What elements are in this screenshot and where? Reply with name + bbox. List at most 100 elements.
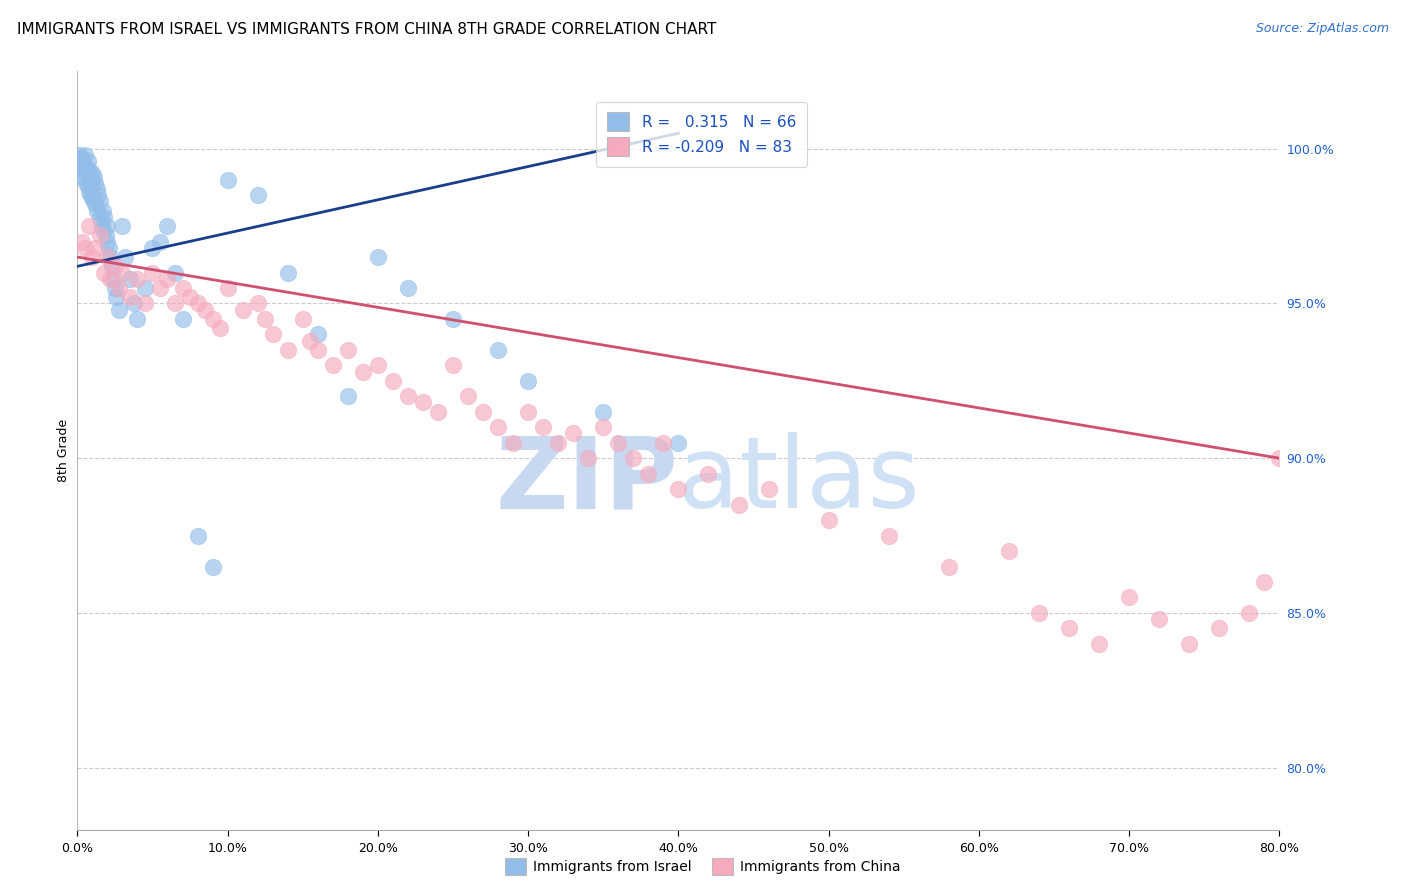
Point — [217, 172, 239, 186]
Point — [118, 271, 141, 285]
Point — [172, 281, 194, 295]
Point — [94, 228, 117, 243]
Point — [186, 296, 209, 310]
Point — [118, 290, 141, 304]
Point — [100, 250, 122, 264]
Point — [79, 219, 101, 233]
Point — [336, 343, 359, 357]
Point — [72, 157, 94, 171]
Point — [336, 389, 359, 403]
Point — [70, 151, 93, 165]
Point — [90, 216, 112, 230]
Point — [141, 266, 163, 280]
Point — [111, 266, 134, 280]
Point — [472, 405, 495, 419]
Point — [104, 260, 127, 274]
Point — [179, 290, 201, 304]
Point — [277, 343, 299, 357]
Point — [84, 241, 107, 255]
Point — [817, 513, 839, 527]
Point — [307, 343, 329, 357]
Point — [592, 420, 614, 434]
Point — [1118, 591, 1140, 605]
Point — [502, 435, 524, 450]
Point — [93, 210, 115, 224]
Point — [517, 374, 540, 388]
Point — [80, 188, 103, 202]
Point — [67, 148, 90, 162]
Point — [76, 154, 98, 169]
Point — [307, 327, 329, 342]
Point — [163, 296, 186, 310]
Point — [1028, 606, 1050, 620]
Point — [367, 359, 389, 373]
Point — [96, 250, 118, 264]
Point — [531, 420, 554, 434]
Point — [998, 544, 1021, 558]
Legend: Immigrants from Israel, Immigrants from China: Immigrants from Israel, Immigrants from … — [499, 853, 907, 880]
Point — [427, 405, 450, 419]
Point — [72, 169, 94, 184]
Point — [87, 188, 110, 202]
Point — [82, 166, 104, 180]
Point — [262, 327, 284, 342]
Point — [93, 266, 115, 280]
Legend: R =   0.315   N = 66, R = -0.209   N = 83: R = 0.315 N = 66, R = -0.209 N = 83 — [596, 102, 807, 167]
Point — [108, 281, 131, 295]
Point — [217, 281, 239, 295]
Point — [457, 389, 479, 403]
Point — [84, 176, 107, 190]
Point — [246, 296, 269, 310]
Point — [76, 178, 98, 193]
Point — [277, 266, 299, 280]
Point — [668, 435, 690, 450]
Point — [291, 312, 314, 326]
Point — [486, 420, 509, 434]
Point — [621, 451, 644, 466]
Point — [396, 281, 419, 295]
Point — [517, 405, 540, 419]
Point — [149, 235, 172, 249]
Point — [73, 166, 96, 180]
Point — [172, 312, 194, 326]
Point — [668, 482, 690, 496]
Point — [69, 157, 91, 171]
Point — [79, 163, 101, 178]
Point — [70, 235, 93, 249]
Point — [727, 498, 749, 512]
Point — [108, 302, 131, 317]
Point — [607, 435, 630, 450]
Point — [83, 194, 105, 209]
Point — [652, 435, 675, 450]
Point — [73, 241, 96, 255]
Point — [201, 312, 224, 326]
Point — [1057, 621, 1080, 635]
Point — [352, 365, 374, 379]
Point — [96, 235, 118, 249]
Point — [96, 219, 118, 233]
Point — [105, 290, 128, 304]
Point — [697, 467, 720, 481]
Point — [82, 191, 104, 205]
Point — [80, 172, 103, 186]
Point — [232, 302, 254, 317]
Point — [141, 241, 163, 255]
Point — [637, 467, 659, 481]
Text: atlas: atlas — [679, 433, 920, 529]
Point — [75, 176, 97, 190]
Point — [758, 482, 780, 496]
Point — [91, 203, 114, 218]
Point — [396, 389, 419, 403]
Point — [156, 219, 179, 233]
Point — [1149, 612, 1171, 626]
Point — [75, 161, 97, 175]
Point — [246, 188, 269, 202]
Point — [1268, 451, 1291, 466]
Point — [186, 528, 209, 542]
Point — [1208, 621, 1230, 635]
Point — [194, 302, 217, 317]
Point — [89, 194, 111, 209]
Point — [124, 296, 146, 310]
Y-axis label: 8th Grade: 8th Grade — [58, 419, 70, 482]
Point — [381, 374, 404, 388]
